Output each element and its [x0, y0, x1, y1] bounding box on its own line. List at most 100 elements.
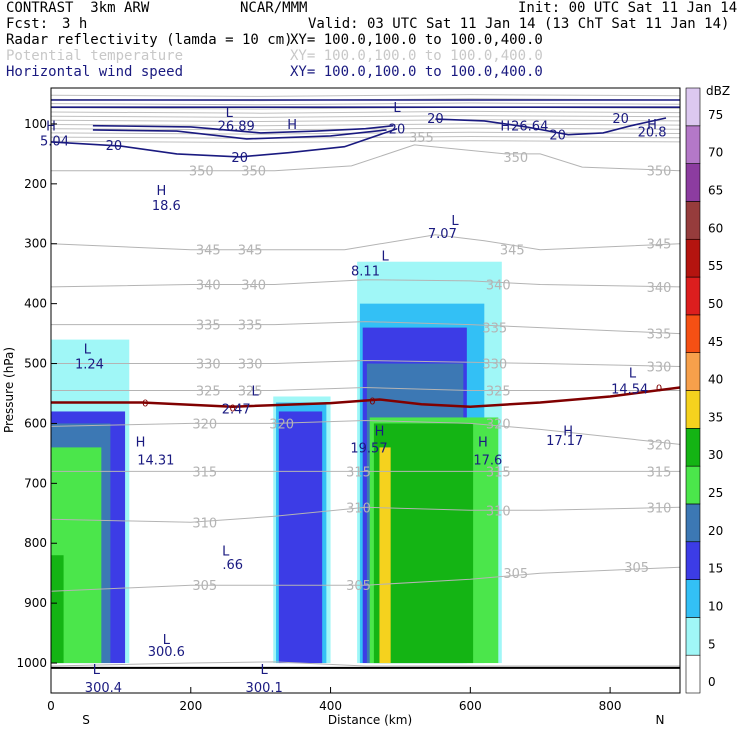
wind-speed-line — [92, 124, 394, 134]
extremum-letter: L — [629, 367, 637, 382]
colorbar-label: 75 — [708, 108, 723, 122]
zero-isotherm-line — [51, 386, 680, 408]
theta-label: 350 — [189, 165, 214, 180]
extremum-letter: L — [93, 663, 101, 678]
wind-speed-label: 8.11 — [351, 265, 380, 280]
theta-line-320 — [51, 419, 680, 445]
x-tick-label: 0 — [47, 699, 55, 713]
x-tick-label: 400 — [319, 699, 342, 713]
wind-speed-label: 26.89 — [218, 120, 255, 135]
theta-label: 340 — [486, 278, 511, 293]
extremum-letter: L — [163, 633, 171, 648]
colorbar-swatch-75 — [685, 87, 701, 127]
y-tick-label: 400 — [24, 297, 47, 311]
colorbar-label: 5 — [708, 637, 716, 651]
reflectivity-region-15dbz — [278, 411, 323, 664]
colorbar-swatch-30 — [685, 428, 701, 467]
y-tick-label: 100 — [24, 117, 47, 131]
colorbar-swatch-0 — [685, 654, 701, 694]
theta-label: 325 — [196, 385, 221, 400]
x-axis-label: Distance (km) — [328, 713, 412, 727]
wind-speed-label: 20 — [231, 151, 248, 166]
theta-label: 305 — [503, 567, 528, 582]
field-theta-xy: XY= 100.0,100.0 to 100.0,400.0 — [290, 48, 543, 64]
upper-theta-line — [51, 102, 680, 106]
center-name: NCAR/MMM — [240, 0, 308, 16]
theta-label: 330 — [238, 358, 263, 373]
colorbar-label: 40 — [708, 373, 723, 387]
colorbar-label: 30 — [708, 448, 723, 462]
field-wind-xy: XY= 100.0,100.0 to 100.0,400.0 — [290, 64, 543, 80]
reflectivity-region-30dbz — [51, 555, 64, 664]
model-title: CONTRAST 3km ARW — [6, 0, 150, 16]
extremum-letter: L — [226, 106, 234, 121]
theta-label: 325 — [486, 385, 511, 400]
zero-isotherm-label: 0 — [230, 403, 236, 414]
upper-theta-line — [51, 131, 680, 135]
wind-speed-label: 20 — [612, 112, 629, 127]
wind-speed-label: 14.31 — [137, 453, 174, 468]
wind-speed-label: 26.64 — [511, 120, 548, 135]
theta-label: 320 — [192, 417, 217, 432]
theta-label: 335 — [238, 319, 263, 334]
upper-theta-line — [51, 119, 680, 123]
theta-label: 340 — [647, 281, 672, 296]
y-tick-label: 900 — [24, 596, 47, 610]
wind-speed-line — [92, 129, 387, 140]
field-wind-name: Horizontal wind speed — [6, 64, 184, 80]
theta-label: 350 — [241, 165, 266, 180]
theta-label: 315 — [486, 465, 511, 480]
theta-label: 305 — [346, 579, 371, 594]
theta-label: 345 — [196, 244, 221, 259]
extremum-letter: H — [287, 118, 297, 133]
valid-time: Valid: 03 UTC Sat 11 Jan 14 (13 ChT Sat … — [308, 16, 730, 32]
upper-theta-line — [51, 140, 680, 144]
wind-speed-label: 17.17 — [546, 434, 583, 449]
x-tick-label: 600 — [459, 699, 482, 713]
colorbar-label: 65 — [708, 184, 723, 198]
extremum-letter: H — [375, 425, 385, 440]
theta-label: 340 — [241, 278, 266, 293]
theta-label: 335 — [482, 322, 507, 337]
field-reflectivity-name: Radar reflectivity (lamda = 10 cm) — [6, 32, 293, 48]
colorbar-label: 25 — [708, 486, 723, 500]
colorbar-swatch-65 — [685, 163, 701, 202]
wind-speed-label: 5.04 — [40, 135, 69, 150]
theta-label: 350 — [503, 151, 528, 166]
colorbar-unit: dBZ — [706, 84, 730, 98]
x-tick-label: 200 — [179, 699, 202, 713]
y-tick-label: 300 — [24, 237, 47, 251]
wind-speed-line — [435, 117, 667, 136]
theta-label: 315 — [647, 465, 672, 480]
field-reflectivity-xy: XY= 100.0,100.0 to 100.0,400.0 — [290, 32, 543, 48]
extremum-letter: H — [136, 435, 146, 450]
wind-speed-label: 20.8 — [638, 126, 667, 141]
theta-label: 305 — [624, 561, 649, 576]
upper-theta-line — [51, 110, 680, 114]
x-end-label-north: N — [656, 713, 665, 727]
wind-speed-label: 18.6 — [152, 199, 181, 214]
y-tick-label: 1000 — [16, 656, 47, 670]
extremum-letter: L — [451, 214, 459, 229]
colorbar-swatch-55 — [685, 238, 701, 278]
extremum-letter: H — [647, 118, 657, 133]
wind-speed-label: 300.6 — [148, 645, 185, 660]
wind-speed-label: 1.24 — [75, 358, 104, 373]
wind-speed-label: 20 — [389, 123, 406, 138]
reflectivity-region-35dbz — [379, 447, 391, 664]
zero-isotherm-label: 0 — [142, 398, 148, 409]
y-tick-label: 200 — [24, 177, 47, 191]
colorbar-swatch-35 — [685, 390, 701, 429]
colorbar-label: 60 — [708, 221, 723, 235]
colorbar-swatch-40 — [685, 352, 701, 391]
theta-label: 325 — [238, 385, 263, 400]
wind-speed-label: 20 — [106, 139, 123, 154]
colorbar-swatch-60 — [685, 201, 701, 240]
theta-label: 330 — [196, 358, 221, 373]
zero-isotherm-label: 0 — [369, 397, 375, 408]
theta-label: 345 — [500, 244, 525, 259]
colorbar-swatch-25 — [685, 465, 701, 505]
theta-label: 310 — [346, 501, 371, 516]
upper-theta-line — [51, 94, 680, 97]
